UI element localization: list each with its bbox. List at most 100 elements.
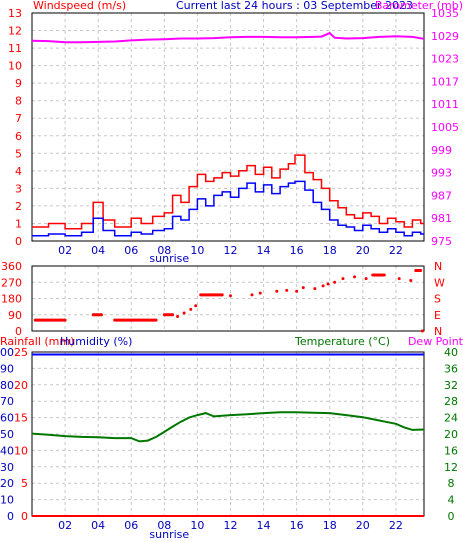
direction-point <box>353 275 357 279</box>
barometer-tick-label: 1035 <box>431 7 459 20</box>
direction-point <box>313 287 317 291</box>
wind-panel-marks <box>31 31 425 237</box>
direction-point <box>228 294 232 298</box>
temperature-tick-label: 32 <box>444 379 458 392</box>
temperature-tick-label: 40 <box>444 346 458 359</box>
wind-tick-label: 12 <box>8 25 22 38</box>
humidity-tick-label: 20 <box>0 477 14 490</box>
x-tick-label: 02 <box>58 519 72 532</box>
temperature-tick-label: 8 <box>448 477 455 490</box>
direction-point <box>321 284 325 288</box>
direction-point <box>99 313 103 317</box>
rainfall-tick-label: 5 <box>21 477 28 490</box>
temperature-tick-label: 36 <box>444 362 458 375</box>
x-tick-label: 06 <box>124 519 138 532</box>
compass-label: S <box>434 293 441 306</box>
temperature-tick-label: 0 <box>448 510 455 523</box>
direction-point <box>162 313 166 317</box>
series-gust-line <box>32 154 424 230</box>
rainfall-axis-title: Rainfall (mm) <box>0 335 74 348</box>
wind-tick-label: 2 <box>15 200 22 213</box>
direction-point <box>182 311 186 315</box>
temperature-tick-label: 16 <box>444 444 458 457</box>
direction-tick-label: 360 <box>1 260 22 273</box>
x-tick-label: 10 <box>190 519 204 532</box>
wind-tick-label: 0 <box>15 235 22 248</box>
chart-title: Current last 24 hours : 03 September 202… <box>176 0 413 12</box>
wind-tick-label: 7 <box>15 112 22 125</box>
direction-point <box>326 282 330 286</box>
wind-tick-label: 3 <box>15 182 22 195</box>
sunrise-label: sunrise <box>149 528 189 541</box>
x-tick-label: 06 <box>124 244 138 257</box>
x-tick-label: 12 <box>223 519 237 532</box>
x-tick-label: 12 <box>223 244 237 257</box>
barometer-tick-label: 981 <box>431 212 452 225</box>
humidity-tick-label: 100 <box>0 346 14 359</box>
temp-panel-axes: 0102030405060708090100051015202504812162… <box>0 346 458 541</box>
direction-point <box>364 277 368 281</box>
direction-point <box>250 293 254 297</box>
direction-point <box>258 291 262 295</box>
x-tick-label: 16 <box>290 244 304 257</box>
wind-tick-label: 1 <box>15 217 22 230</box>
temperature-tick-label: 28 <box>444 395 458 408</box>
wind-panel-frame <box>31 12 425 242</box>
temp-panel-grid <box>32 352 424 516</box>
wind-tick-label: 5 <box>15 147 22 160</box>
x-tick-label: 20 <box>356 519 370 532</box>
barometer-tick-label: 999 <box>431 144 452 157</box>
humidity-axis-title: Humidity (%) <box>60 335 132 348</box>
direction-point <box>285 288 289 292</box>
direction-point <box>382 273 386 277</box>
direction-tick-label: 90 <box>8 309 22 322</box>
series-average-line <box>32 180 424 237</box>
direction-point <box>419 269 423 273</box>
x-tick-label: 22 <box>389 519 403 532</box>
direction-point <box>194 304 198 308</box>
temperature-tick-label: 12 <box>444 461 458 474</box>
direction-tick-label: 180 <box>1 293 22 306</box>
humidity-tick-label: 10 <box>0 494 14 507</box>
barometer-tick-label: 1029 <box>431 30 459 43</box>
wind-tick-label: 10 <box>8 60 22 73</box>
wind-axis-title: Windspeed (m/s) <box>33 0 126 12</box>
x-tick-label: 02 <box>58 244 72 257</box>
barometer-tick-label: 987 <box>431 189 452 202</box>
temperature-axis-title: Temperature (°C) <box>294 335 390 348</box>
x-tick-label: 04 <box>91 519 105 532</box>
compass-label: N <box>434 325 442 338</box>
direction-point <box>341 277 345 281</box>
wind-tick-label: 13 <box>8 7 22 20</box>
rainfall-tick-label: 20 <box>14 379 28 392</box>
direction-point <box>295 289 299 293</box>
humidity-tick-label: 90 <box>0 362 14 375</box>
humidity-tick-label: 40 <box>0 444 14 457</box>
temperature-tick-label: 24 <box>444 412 458 425</box>
barometer-tick-label: 1023 <box>431 53 459 66</box>
x-tick-label: 10 <box>190 244 204 257</box>
direction-tick-label: 270 <box>1 276 22 289</box>
direction-point <box>275 289 279 293</box>
temperature-tick-label: 20 <box>444 428 458 441</box>
x-tick-label: 18 <box>323 244 337 257</box>
wind-panel-axes: 0123456789101112139759819879939991005101… <box>8 7 459 265</box>
humidity-tick-label: 60 <box>0 412 14 425</box>
direction-point <box>63 318 67 322</box>
wind-panel-grid <box>32 13 424 241</box>
series-barometer-line <box>31 31 425 44</box>
x-tick-label: 18 <box>323 519 337 532</box>
rainfall-tick-label: 15 <box>14 412 28 425</box>
direction-panel-axes: 0 N 90 E 180 S 270 W 360 N <box>1 260 445 338</box>
direction-point <box>171 313 175 317</box>
sunrise-label: sunrise <box>149 252 189 265</box>
direction-point <box>420 329 424 333</box>
compass-label: W <box>434 276 445 289</box>
direction-point <box>333 280 337 284</box>
direction-point <box>414 269 418 273</box>
temp-panel-marks <box>31 353 425 517</box>
humidity-tick-label: 0 <box>7 510 14 523</box>
direction-point <box>91 313 95 317</box>
barometer-tick-label: 975 <box>431 235 452 248</box>
